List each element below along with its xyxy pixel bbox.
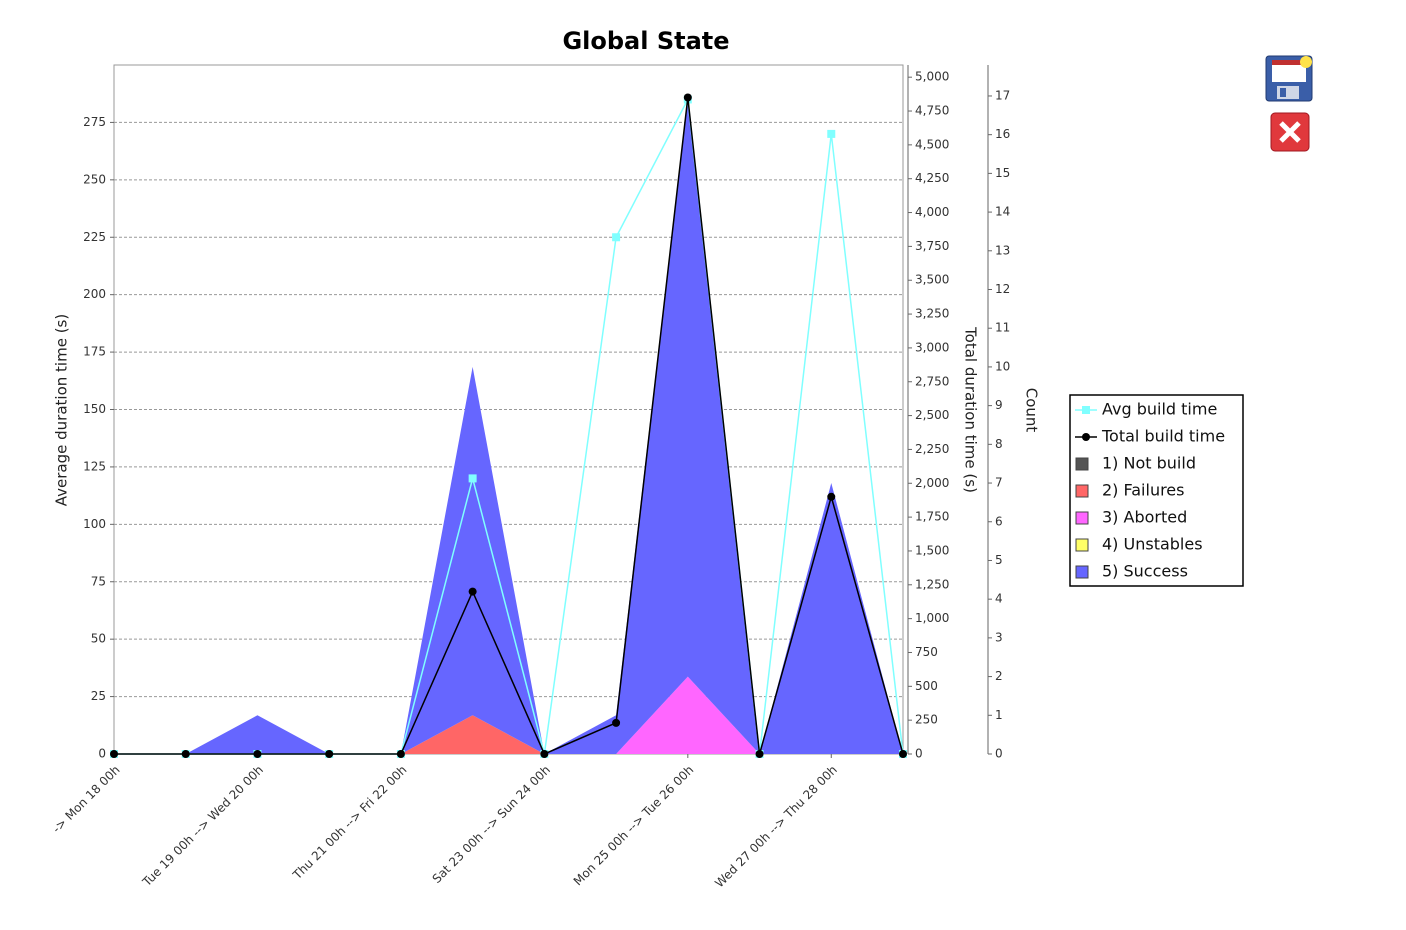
point [110,750,118,758]
point [612,233,621,242]
y2-tick-label: 1,500 [915,543,949,557]
point [468,587,477,596]
point [181,750,190,758]
y3-tick-label: 15 [995,166,1010,180]
legend-label: Avg build time [1102,400,1217,419]
y3-tick-label: 5 [995,553,1003,567]
y3-tick-label: 16 [995,127,1010,141]
y-axis-title: Average duration time (s) [53,314,71,506]
chart-title: Global State [562,27,729,55]
legend-marker [1082,406,1090,414]
y3-tick-label: 1 [995,708,1003,722]
point [325,750,334,758]
legend-label: 3) Aborted [1102,508,1187,527]
legend-label: 2) Failures [1102,481,1184,500]
point [755,750,764,758]
y-tick-label: 150 [83,402,106,416]
y3-tick-label: 13 [995,243,1010,257]
legend-label: 1) Not build [1102,454,1196,473]
y3-tick-label: 2 [995,669,1003,683]
point [468,474,477,483]
y-tick-label: 175 [83,345,106,359]
y2-tick-label: 500 [915,679,938,693]
y2-tick-label: 2,250 [915,442,949,456]
x-tick-label: -> Mon 18 00h [50,763,123,836]
legend-box [1069,394,1244,587]
y-tick-label: 200 [83,287,106,301]
x-tick-label: Sat 23 00h --> Sun 24 00h [430,763,553,886]
y2-tick-label: 1,250 [915,577,949,591]
point [396,750,405,758]
legend-marker [1082,433,1090,441]
y3-tick-label: 3 [995,630,1003,644]
y2-tick-label: 5,000 [915,70,949,84]
line [114,97,904,755]
y2-tick-label: 4,500 [915,137,949,151]
y3-tick-label: 9 [995,398,1003,412]
y-tick-label: 250 [83,172,106,186]
x-tick-label: Wed 27 00h --> Thu 28 00h [712,763,840,891]
point [827,492,836,501]
point [540,750,549,758]
y2-tick-label: 2,750 [915,374,949,388]
y2-tick-label: 750 [915,645,938,659]
y3-axis-title: Count [1023,388,1041,433]
point [899,750,907,758]
y3-tick-label: 0 [995,747,1003,761]
x-tick-label: Mon 25 00h --> Tue 26 00h [571,763,697,889]
y2-tick-label: 3,000 [915,340,949,354]
y3-tick-label: 8 [995,437,1003,451]
point [253,750,262,758]
point [612,718,621,727]
area [114,676,903,754]
y-tick-label: 50 [91,632,106,646]
save-button[interactable] [1265,55,1313,102]
y2-tick-label: 0 [915,747,923,761]
point [827,129,836,138]
y-tick-label: 0 [98,747,106,761]
y2-tick-label: 3,500 [915,273,949,287]
y3-tick-label: 14 [995,205,1010,219]
legend-label: Total build time [1101,427,1225,446]
legend-swatch [1075,538,1089,552]
x-tick-label: Tue 19 00h --> Wed 20 00h [139,763,266,890]
y2-tick-label: 3,750 [915,239,949,253]
y-tick-label: 275 [83,115,106,129]
y3-tick-label: 10 [995,359,1010,373]
legend-label: 5) Success [1102,562,1188,581]
y2-tick-label: 4,750 [915,104,949,118]
y2-tick-label: 4,000 [915,205,949,219]
y3-tick-label: 6 [995,514,1003,528]
x-tick-label: Thu 21 00h --> Fri 22 00h [289,763,409,883]
y2-tick-label: 4,250 [915,171,949,185]
y2-axis-title: Total duration time (s) [962,326,980,493]
y3-tick-label: 11 [995,321,1010,335]
close-button[interactable] [1270,112,1310,152]
legend-swatch [1075,565,1089,579]
legend-swatch [1075,484,1089,498]
y3-tick-label: 12 [995,282,1010,296]
y-tick-label: 125 [83,459,106,473]
y3-tick-label: 7 [995,476,1003,490]
y-tick-label: 25 [91,689,106,703]
y2-tick-label: 1,000 [915,611,949,625]
y2-tick-label: 2,500 [915,408,949,422]
y3-tick-label: 4 [995,592,1003,606]
legend-swatch [1075,457,1089,471]
y-tick-label: 100 [83,517,106,531]
y3-tick-label: 17 [995,88,1010,102]
y2-tick-label: 3,250 [915,307,949,321]
y-tick-label: 225 [83,230,106,244]
point [683,93,692,102]
y2-tick-label: 1,750 [915,510,949,524]
y2-tick-label: 2,000 [915,476,949,490]
legend-label: 4) Unstables [1102,535,1203,554]
y2-tick-label: 250 [915,713,938,727]
y-tick-label: 75 [91,574,106,588]
legend-swatch [1075,511,1089,525]
